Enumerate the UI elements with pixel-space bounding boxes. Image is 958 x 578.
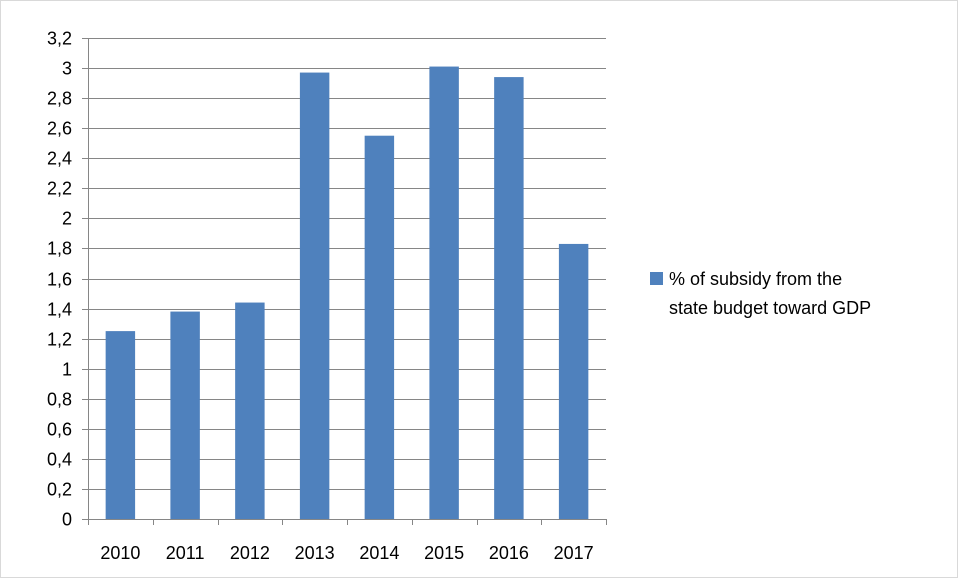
y-tick-label: 3 [62,59,72,79]
legend: % of subsidy from the state budget towar… [650,269,871,318]
legend-swatch [650,272,663,285]
y-tick-label: 1,8 [47,239,72,259]
bars [105,66,589,520]
axes [88,38,606,520]
y-tick-label: 1,4 [47,300,72,320]
x-tick-label: 2011 [166,543,205,563]
y-tick-label: 1 [62,360,72,380]
bar [170,311,200,519]
gridlines [88,38,606,490]
x-tick-label: 2014 [359,543,399,563]
x-tick-label: 2017 [554,543,594,563]
y-tick-label: 2,8 [47,89,72,109]
x-tick-label: 2013 [295,543,335,563]
y-tick-label: 2,6 [47,119,72,139]
x-tick-label: 2010 [100,543,140,563]
bar [429,66,459,519]
y-tick-label: 0,8 [47,390,72,410]
y-tick-label: 2,4 [47,149,72,169]
y-tick-label: 2,2 [47,179,72,199]
y-tick-label: 1,2 [47,330,72,350]
bar [105,331,136,519]
legend-label-line-2: state budget toward GDP [669,298,871,318]
y-tick-label: 2 [62,209,72,229]
x-tick-label: 2016 [489,543,529,563]
y-axis-ticks: 0 0,2 0,4 0,6 0,8 1 1,2 1,4 1,6 1,8 2 2,2 2,4 2,6 2,8 3… [47,29,88,530]
bar [364,135,395,519]
y-tick-label: 0,2 [47,480,72,500]
bar [494,77,524,520]
x-tick-label: 2012 [230,543,270,563]
y-tick-label: 0,6 [47,420,72,440]
y-tick-label: 0 [62,510,72,530]
y-tick-label: 0,4 [47,450,72,470]
y-tick-label: 1,6 [47,270,72,290]
y-tick-label: 3,2 [47,29,72,49]
bar [235,302,265,519]
x-axis-ticks: 2010 2011 2012 2013 2014 2015 2016 2017 [88,519,607,563]
x-tick-label: 2015 [424,543,464,563]
legend-label-line-1: % of subsidy from the [669,269,842,289]
bar [558,243,589,519]
bar [299,72,330,520]
